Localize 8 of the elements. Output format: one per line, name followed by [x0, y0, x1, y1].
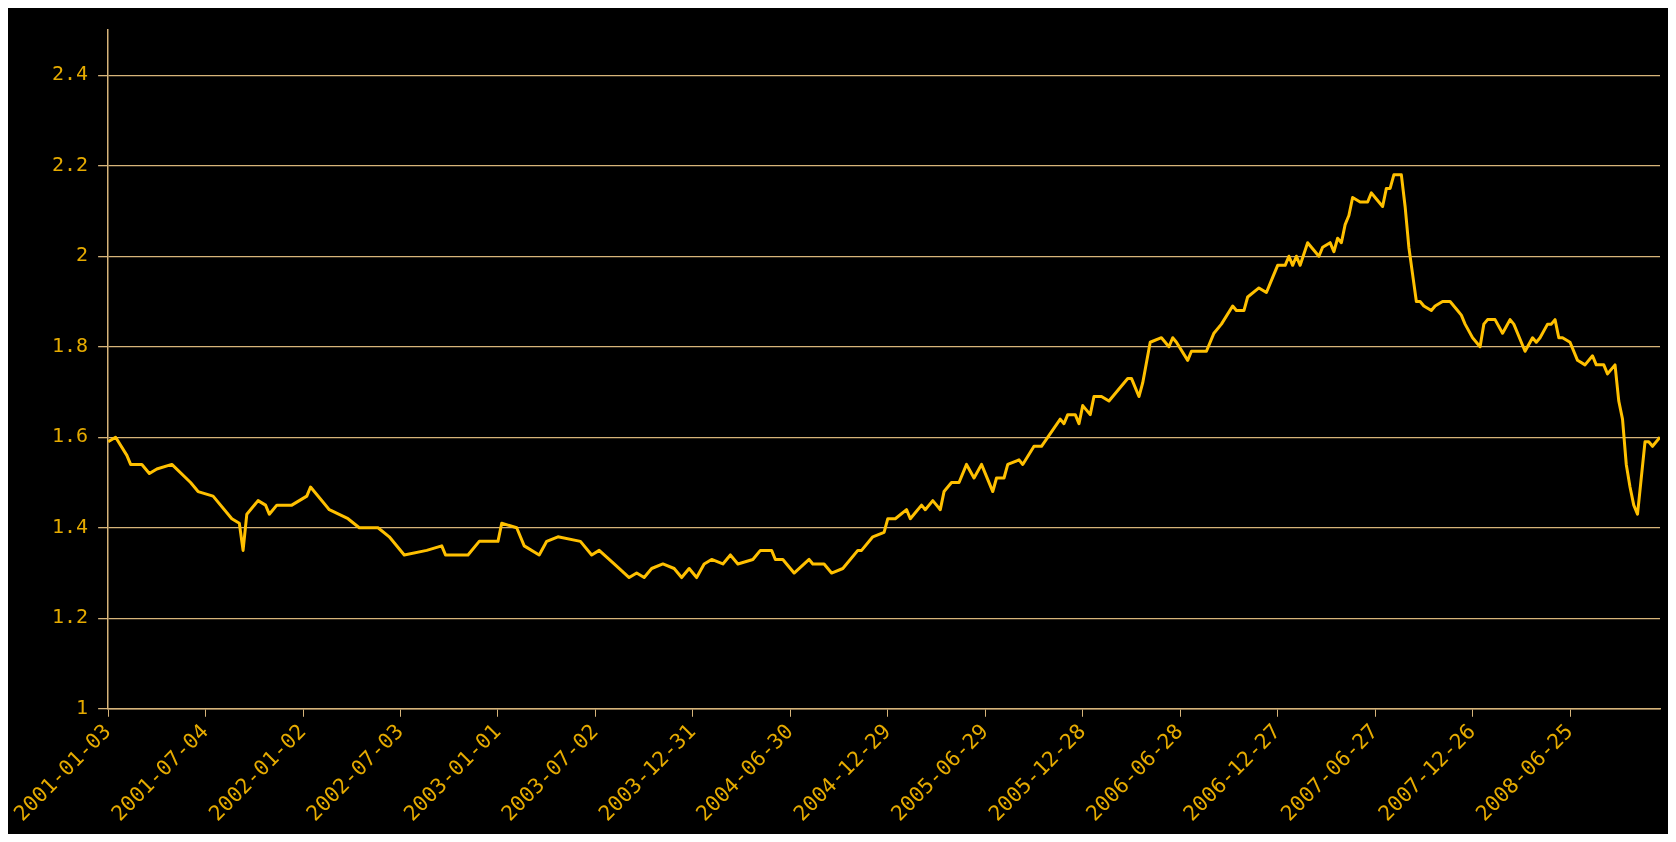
y-tick-label: 2.4 — [52, 61, 89, 86]
y-tick-label: 1 — [76, 694, 89, 719]
y-tick-label: 1.4 — [52, 513, 89, 538]
y-tick-label: 2 — [76, 242, 89, 267]
y-tick-label: 1.8 — [52, 332, 89, 357]
y-tick-label: 1.2 — [52, 604, 89, 629]
y-tick-label: 2.2 — [52, 151, 89, 176]
y-tick-label: 1.6 — [52, 423, 89, 448]
